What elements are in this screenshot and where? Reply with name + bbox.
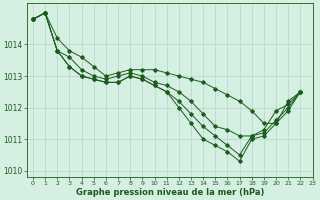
X-axis label: Graphe pression niveau de la mer (hPa): Graphe pression niveau de la mer (hPa) bbox=[76, 188, 264, 197]
